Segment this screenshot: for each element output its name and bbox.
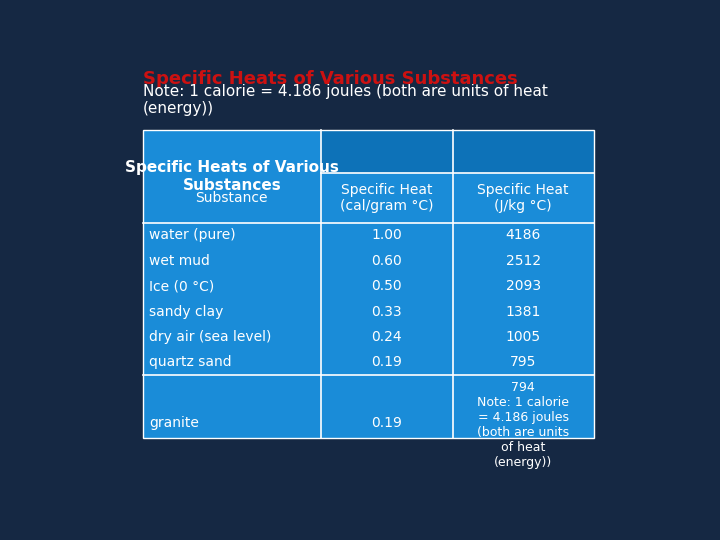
Text: Ice (0 °C): Ice (0 °C) xyxy=(149,279,214,293)
Text: granite: granite xyxy=(149,416,199,430)
Bar xyxy=(143,130,594,438)
Text: 0.19: 0.19 xyxy=(372,416,402,430)
Text: 0.24: 0.24 xyxy=(372,330,402,344)
Text: 1381: 1381 xyxy=(505,305,541,319)
Text: 4186: 4186 xyxy=(505,228,541,242)
Text: 0.60: 0.60 xyxy=(372,254,402,268)
Text: dry air (sea level): dry air (sea level) xyxy=(149,330,271,344)
Text: Specific Heat
(J/kg °C): Specific Heat (J/kg °C) xyxy=(477,183,569,213)
Bar xyxy=(143,130,594,438)
Text: 795: 795 xyxy=(510,355,536,369)
Text: Specific Heats of Various Substances: Specific Heats of Various Substances xyxy=(143,70,518,88)
Text: sandy clay: sandy clay xyxy=(149,305,223,319)
Text: Specific Heats of Various
Substances: Specific Heats of Various Substances xyxy=(125,160,339,193)
Text: 2512: 2512 xyxy=(505,254,541,268)
Text: 2093: 2093 xyxy=(505,279,541,293)
Text: Specific Heat
(cal/gram °C): Specific Heat (cal/gram °C) xyxy=(340,183,433,213)
Text: 1.00: 1.00 xyxy=(372,228,402,242)
Text: wet mud: wet mud xyxy=(149,254,210,268)
Bar xyxy=(321,130,594,173)
Text: 794
Note: 1 calorie
= 4.186 joules
(both are units
of heat
(energy)): 794 Note: 1 calorie = 4.186 joules (both… xyxy=(477,381,570,469)
Text: Substance: Substance xyxy=(196,191,268,205)
Text: 0.19: 0.19 xyxy=(372,355,402,369)
Text: quartz sand: quartz sand xyxy=(149,355,232,369)
Text: Note: 1 calorie = 4.186 joules (both are units of heat
(energy)): Note: 1 calorie = 4.186 joules (both are… xyxy=(143,84,548,117)
Text: 0.50: 0.50 xyxy=(372,279,402,293)
Text: water (pure): water (pure) xyxy=(149,228,235,242)
Text: 1005: 1005 xyxy=(505,330,541,344)
Text: 0.33: 0.33 xyxy=(372,305,402,319)
